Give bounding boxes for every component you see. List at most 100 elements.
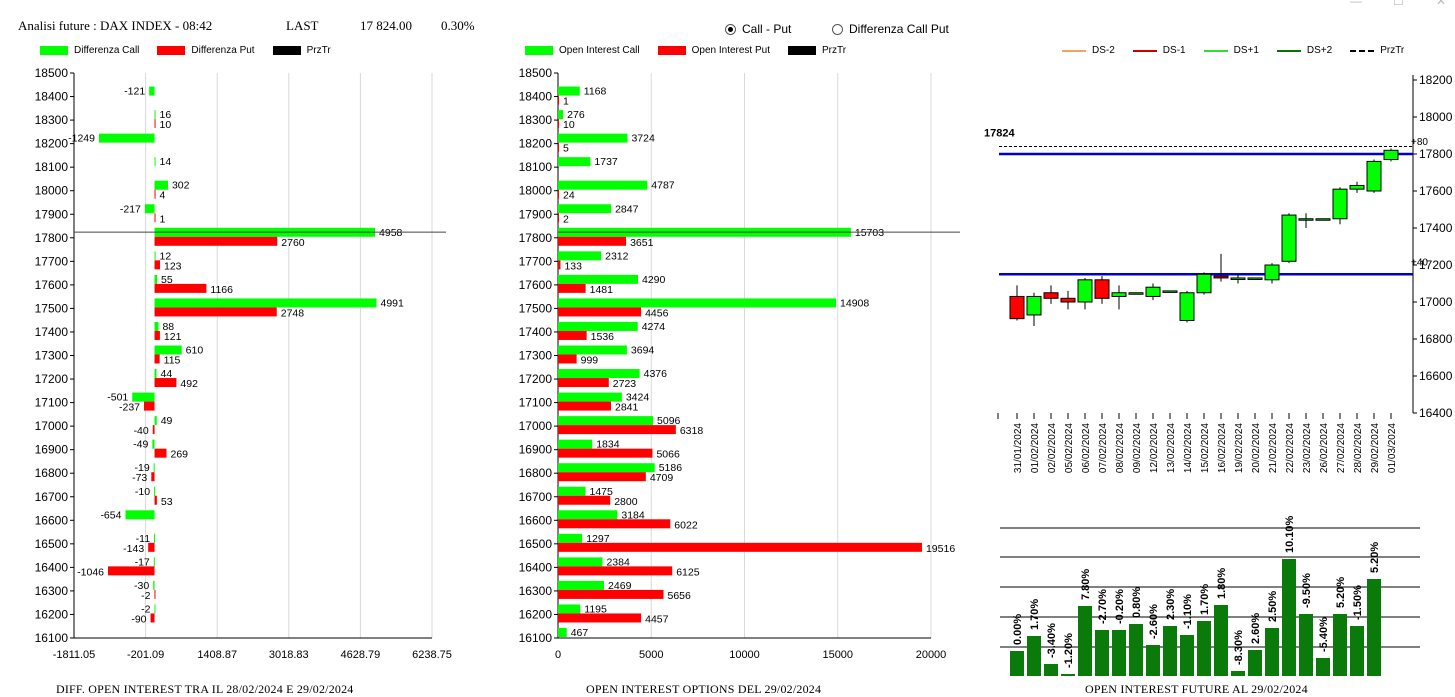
upper-level-tag: +80	[1411, 137, 1428, 148]
y-tick-label: 18400	[519, 90, 553, 104]
put-bar	[108, 566, 155, 576]
radio-selected-icon	[725, 23, 736, 35]
y-tick-label: 16600	[519, 513, 553, 527]
candle-body	[1162, 290, 1178, 293]
call-bar-label: -19	[135, 462, 150, 474]
candle-body	[1247, 277, 1263, 280]
oi-bar-label: 5.20%	[1335, 577, 1347, 608]
candle-date-label: 13/02/2024	[1166, 423, 1177, 473]
y-tick-label: 16200	[35, 607, 69, 621]
last-label: LAST	[286, 18, 319, 33]
oi-bar-label: -1.50%	[1352, 585, 1364, 620]
close-icon[interactable]: ✕	[1436, 0, 1447, 8]
put-bar-label: 133	[564, 260, 582, 272]
call-bar	[154, 345, 182, 355]
legend-item-ds-plus2: DS+2	[1276, 45, 1332, 56]
candle-date-label: 19/02/2024	[1234, 423, 1245, 473]
candle-body	[1179, 292, 1195, 321]
put-bar-label: 5656	[667, 590, 691, 602]
put-bar	[154, 213, 156, 223]
put-bar	[558, 401, 611, 411]
call-bar-label: 1168	[584, 86, 607, 98]
call-bar	[154, 486, 156, 496]
y-tick-label: 18000	[519, 184, 553, 198]
put-bar-label: 1	[160, 213, 166, 225]
y-tick-label: 17100	[519, 396, 553, 410]
call-bar	[558, 251, 602, 261]
oi-bar	[1112, 630, 1126, 676]
call-bar	[154, 180, 168, 190]
y-tick-label: 16300	[35, 584, 69, 598]
oi-bar-label: -2.60%	[1148, 604, 1160, 639]
y-tick-label: 17000	[519, 419, 553, 433]
call-bar-label: 4376	[644, 368, 668, 380]
put-bar	[154, 354, 160, 364]
call-bar	[153, 557, 155, 567]
y-tick-label: 17700	[35, 254, 69, 268]
y-tick-label: 17400	[35, 325, 69, 339]
legend-left: Differenza Call Differenza Put PrzTr	[40, 45, 349, 56]
y-tick-label: 17000	[35, 419, 69, 433]
y-tick-label: 17900	[519, 207, 553, 221]
y-tick-label: 18200	[35, 137, 69, 151]
call-bar-label: 1475	[590, 486, 614, 498]
y-tick-label: 17600	[519, 278, 553, 292]
call-bar	[154, 298, 377, 308]
minimize-icon[interactable]: —	[1350, 0, 1362, 8]
put-bar-label: 53	[161, 496, 173, 508]
put-bar-label: -73	[132, 472, 147, 484]
legend-item-ds-minus1: DS-1	[1132, 45, 1186, 56]
y-tick-label: 16500	[35, 537, 69, 551]
put-bar-label: 2748	[281, 307, 305, 319]
call-bar	[558, 298, 837, 308]
candle-y-tick-label: 17600	[1419, 184, 1453, 198]
put-bar-label: 115	[164, 355, 181, 367]
radio-difference[interactable]: Differenza Call Put	[832, 22, 949, 36]
call-bar-label: 2469	[608, 580, 632, 592]
call-bar-label: 3724	[631, 133, 655, 145]
maximize-icon[interactable]: ☐	[1393, 0, 1404, 8]
candle-y-tick-label: 18000	[1419, 110, 1453, 124]
oi-bar-label: -3.40%	[1046, 623, 1058, 658]
candle-date-label: 06/02/2024	[1081, 423, 1092, 473]
legend-item-call-diff: Differenza Call	[40, 45, 139, 56]
y-tick-label: 16400	[35, 560, 69, 574]
call-bar	[558, 86, 580, 96]
y-tick-label: 18300	[35, 113, 69, 127]
candle-y-tick-label: 16800	[1419, 332, 1453, 346]
call-bar	[154, 604, 156, 614]
legend-item-prztr-mid: PrzTr	[788, 45, 846, 56]
put-bar	[154, 260, 161, 270]
put-bar-label: 6125	[676, 566, 700, 578]
oi-bar-label: 1.80%	[1216, 568, 1228, 599]
candle-date-label: 29/02/2024	[1370, 423, 1381, 473]
candle-y-tick-label: 17400	[1419, 221, 1453, 235]
candle-date-label: 31/01/2024	[1013, 423, 1024, 473]
y-tick-label: 17100	[35, 396, 69, 410]
candle-date-label: 01/02/2024	[1030, 423, 1041, 473]
x-tick-label: 3018.83	[269, 649, 309, 661]
radio-call-put[interactable]: Call - Put	[725, 22, 791, 36]
call-bar-label: 4787	[651, 180, 675, 192]
candle-body	[1230, 277, 1246, 280]
candle-date-label: 02/02/2024	[1047, 423, 1058, 473]
put-bar-label: -2	[141, 590, 150, 602]
call-bar	[149, 86, 155, 96]
put-bar-label: 121	[164, 331, 182, 343]
candle-body	[1094, 279, 1110, 299]
oi-bar	[1333, 614, 1347, 676]
candle-body	[1264, 264, 1280, 281]
call-bar-label: 467	[571, 627, 589, 639]
call-bar	[125, 510, 155, 520]
candle-y-tick-label: 16400	[1419, 406, 1453, 420]
call-bar-label: 3184	[621, 509, 645, 521]
oi-bar-label: -2.70%	[1097, 589, 1109, 624]
put-bar-label: 4456	[645, 307, 669, 319]
put-bar	[558, 472, 646, 482]
last-value: 17 824.00	[360, 18, 412, 33]
put-bar-label: -1046	[77, 566, 104, 578]
put-bar	[558, 354, 577, 364]
oi-bar	[1367, 579, 1381, 676]
x-tick-label: 1408.87	[197, 649, 237, 661]
